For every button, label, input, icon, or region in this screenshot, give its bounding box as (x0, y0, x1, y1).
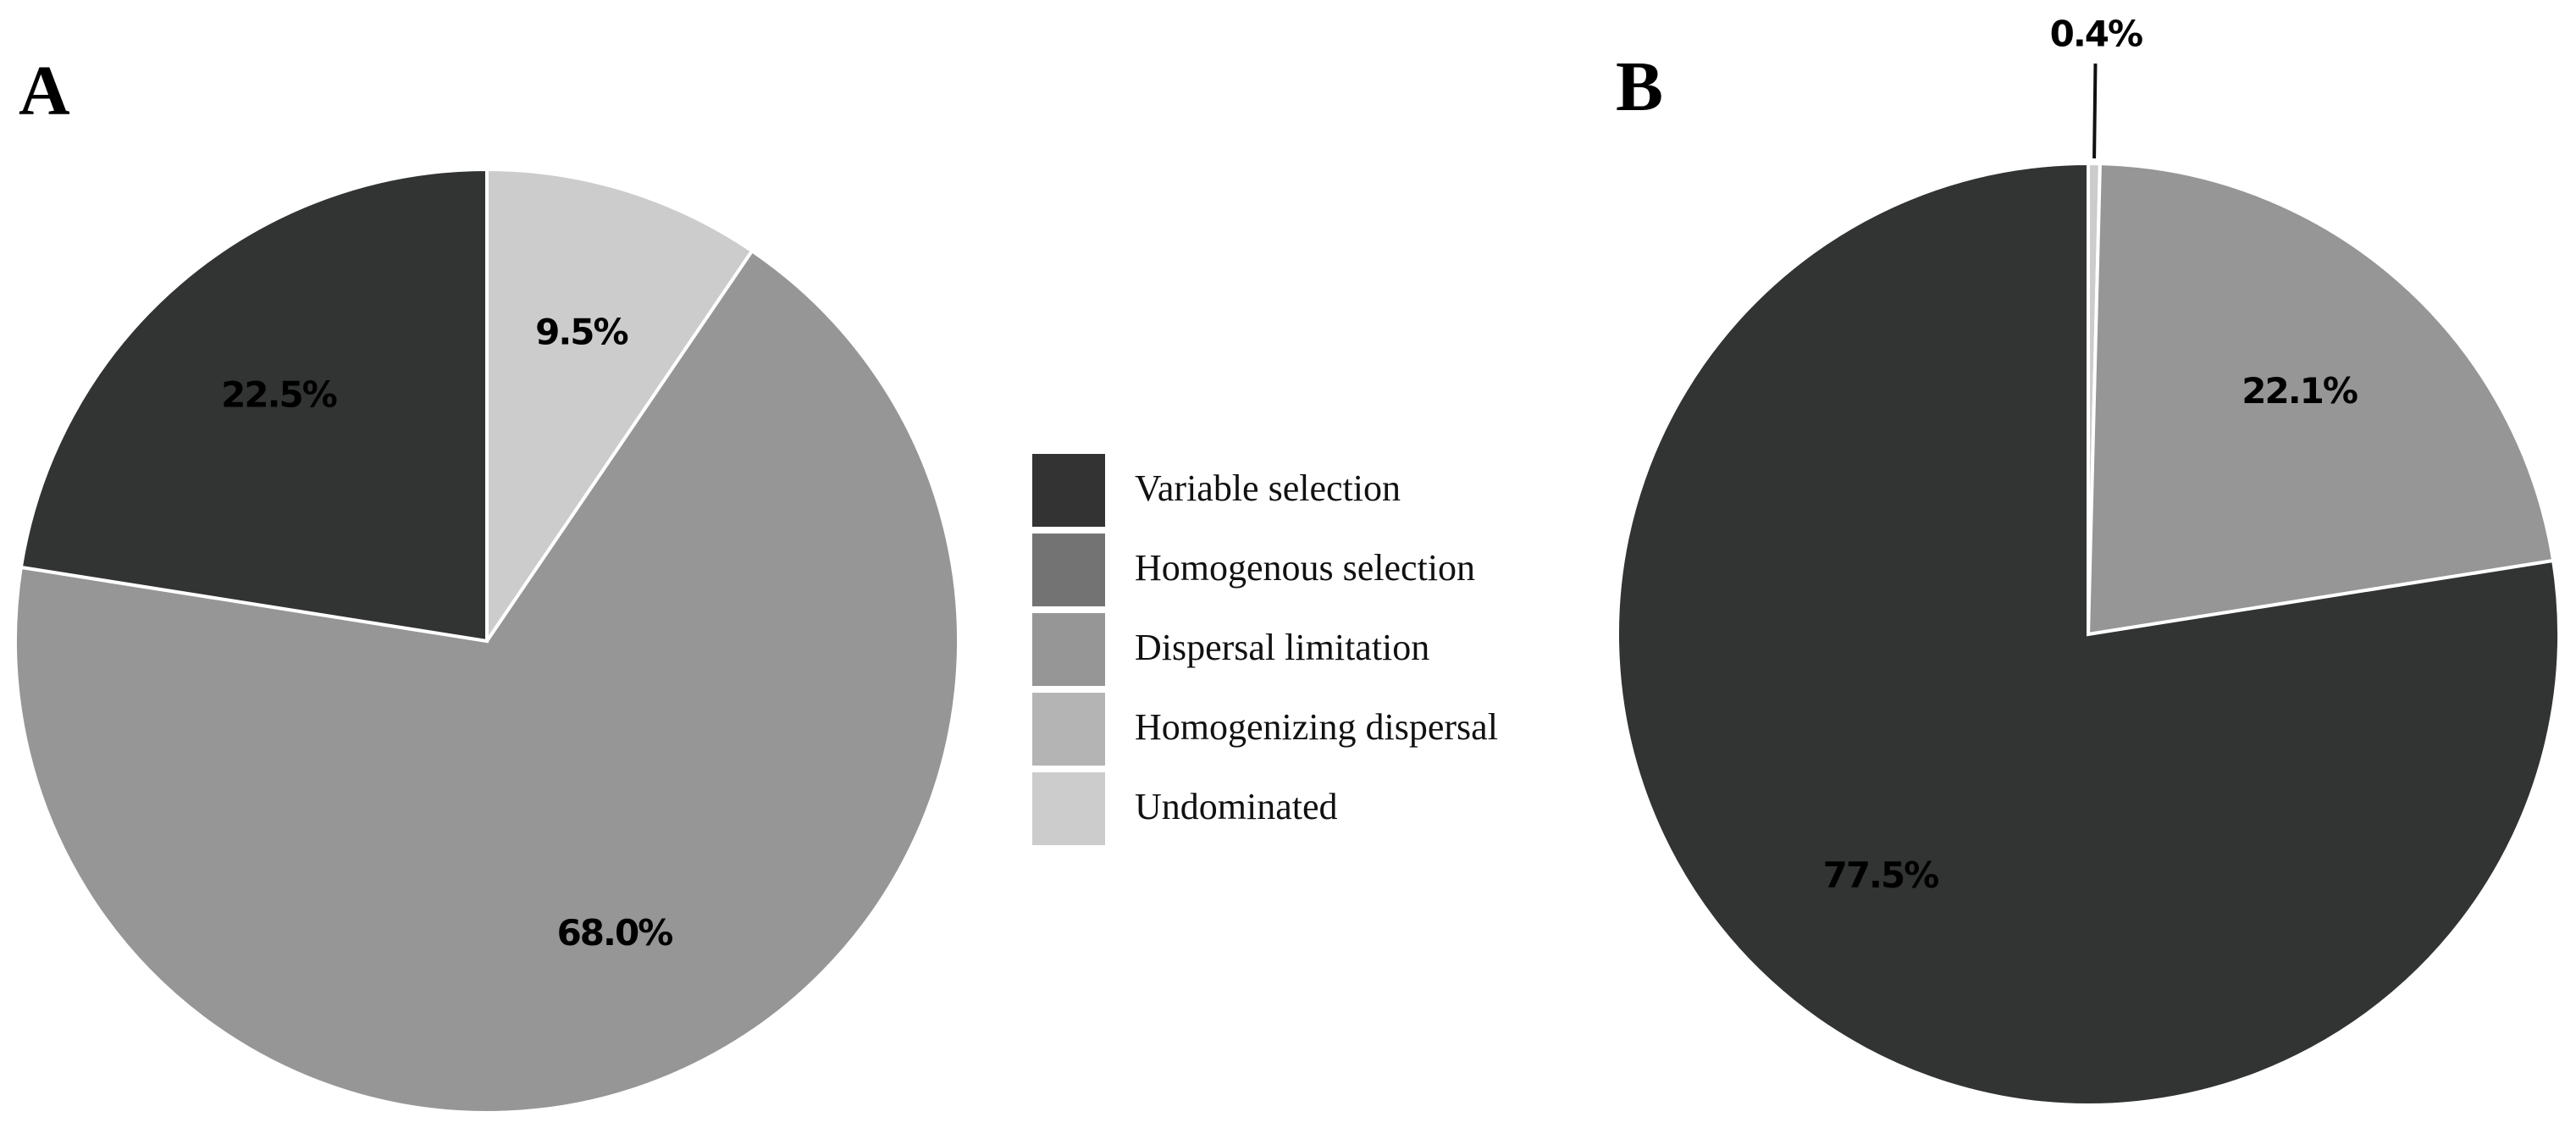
pie-slice (14, 248, 960, 1114)
pie-slice (2086, 162, 2556, 637)
value-label: 22.1% (2242, 370, 2358, 412)
legend-swatch (1032, 772, 1105, 845)
value-label: 0.4% (2050, 14, 2142, 55)
panel-label: B (1616, 47, 1663, 126)
legend-label: Variable selection (1135, 467, 1401, 509)
legend-label: Homogenous selection (1135, 547, 1475, 589)
legend-label: Homogenizing dispersal (1135, 706, 1498, 748)
value-label: 77.5% (1823, 854, 1939, 896)
pie-slice (1616, 161, 2561, 1107)
value-label: 22.5% (221, 373, 337, 415)
leader-line (2092, 64, 2098, 159)
pie-slice (485, 167, 755, 647)
legend-swatch (1032, 534, 1105, 606)
value-label: 9.5% (535, 311, 627, 352)
legend-label: Dispersal limitation (1135, 627, 1429, 668)
legend-swatch (1032, 613, 1105, 686)
value-label: 68.0% (557, 912, 673, 954)
legend-swatch (1032, 454, 1105, 527)
panel-label: A (19, 52, 70, 130)
pie-slice (19, 167, 489, 644)
legend-swatch (1032, 693, 1105, 766)
legend-label: Undominated (1135, 786, 1338, 827)
